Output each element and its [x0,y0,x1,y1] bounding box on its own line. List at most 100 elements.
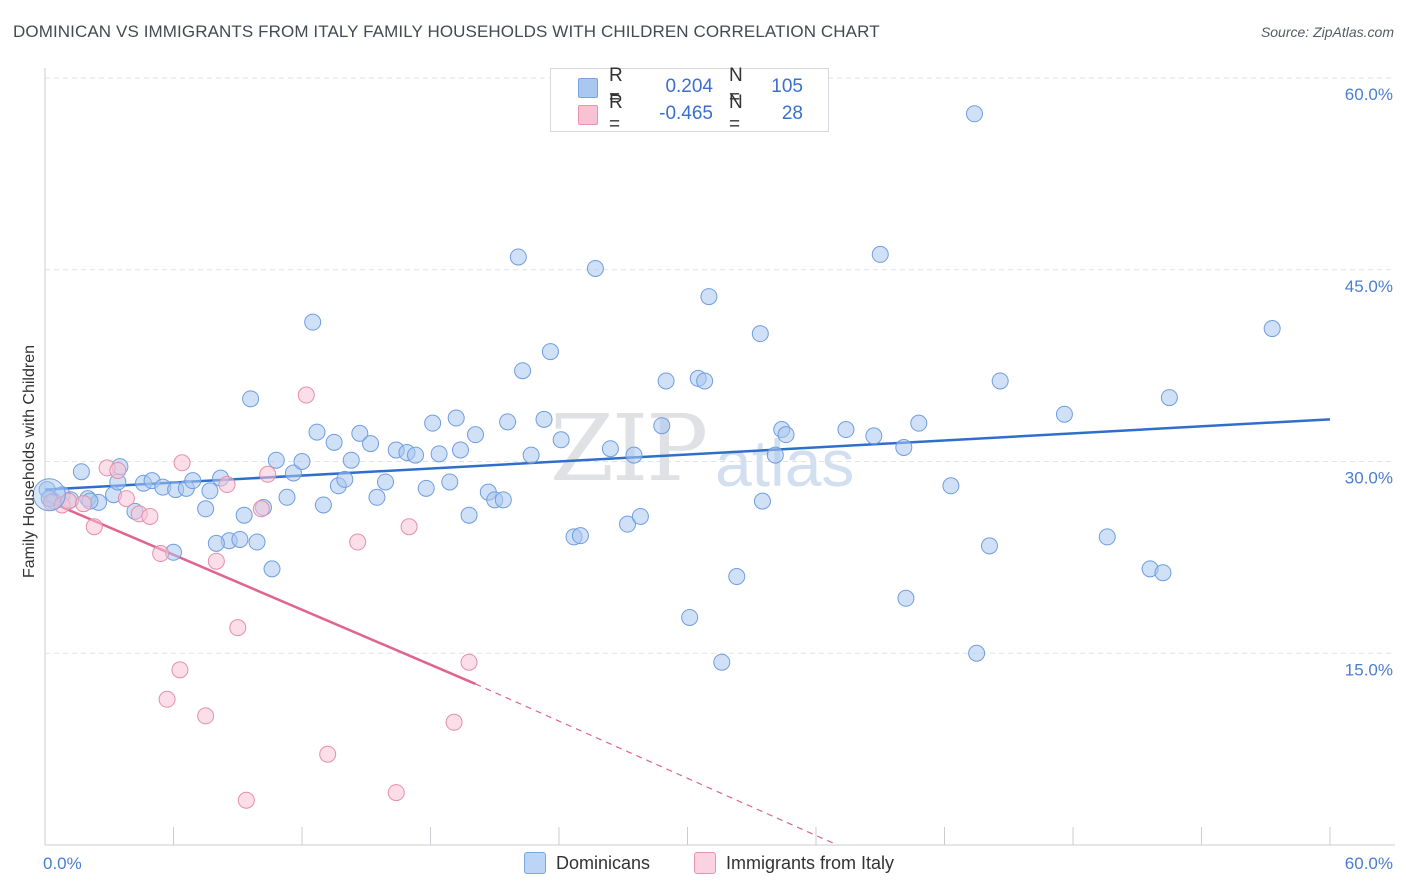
dominican-point [753,492,771,510]
dominican-point [751,325,769,343]
italy-point [207,552,225,570]
x-tick-label: 0.0% [43,854,82,873]
dominican-point [1160,389,1178,407]
trend-lines [44,418,1331,846]
dominican-point [430,445,448,463]
dominican-point [1055,405,1073,423]
italy-point [75,495,93,513]
axes [44,68,1395,846]
y-axis-label: Family Households with Children [21,345,38,578]
italy-point [237,791,255,809]
dominican-point [895,438,913,456]
legend-swatch-italy [578,105,598,125]
dominican-point [263,560,281,578]
italy-point [297,386,315,404]
dominican-point [535,410,553,428]
dominican-point [342,451,360,469]
y-tick-label: 30.0% [1345,469,1393,488]
dominican-point [653,417,671,435]
dominican-point [424,414,442,432]
dominican-point [284,464,302,482]
legend-swatch-dominicans [578,78,598,98]
grid-lines [45,77,1395,654]
italy-point [252,500,270,518]
italy-point [259,465,277,483]
dominican-point [552,431,570,449]
dominican-cluster-point [32,478,66,512]
italy-trend-extension [475,683,838,846]
dominican-point [362,435,380,453]
dominican-point [965,105,983,123]
dominican-point [601,440,619,458]
dominican-point [1098,528,1116,546]
dominican-point [278,488,296,506]
legend-n-value: 28 [781,103,803,124]
dominican-point [871,245,889,263]
dominican-point [368,488,386,506]
italy-point [229,619,247,637]
dominican-trend-line [44,418,1331,491]
dominican-point [231,530,249,548]
legend-label-dominicans: Dominicans [556,852,651,873]
italy-point [445,713,463,731]
dominican-point [991,372,1009,390]
italy-point [85,518,103,536]
dominican-point [201,482,219,500]
dominican-point [681,608,699,626]
dominican-point [248,533,266,551]
dominican-point [657,372,675,390]
dominican-point [910,414,928,432]
dominican-point [728,568,746,586]
dominican-point [441,473,459,491]
dominican-point [235,506,253,524]
series-legend: Dominicans Immigrants from Italy [0,852,1406,878]
italy-point [387,784,405,802]
dominican-point [242,390,260,408]
dominican-point [336,470,354,488]
dominican-point [499,413,517,431]
italy-point [400,518,418,536]
dominican-point [968,644,986,662]
legend-n-label: N = [729,92,743,135]
dominican-point [619,515,637,533]
dominican-point [942,477,960,495]
italy-point [197,707,215,725]
italy-point [173,454,191,472]
legend-n-label: N = [729,65,743,108]
dominican-point [777,426,795,444]
italy-point [319,745,337,763]
dominican-point [267,451,285,469]
legend-item-dominicans[interactable]: Dominicans [524,852,650,874]
dominican-point [325,433,343,451]
dominican-point [837,421,855,439]
legend-r-value: 0.204 [665,76,713,97]
dominican-point [308,423,326,441]
tick-labels: 15.0% 30.0% 45.0% 60.0% 0.0% 60.0% [43,85,1393,873]
dominican-point [207,534,225,552]
italy-point [460,653,478,671]
dominican-point [184,472,202,490]
dominican-point [625,446,643,464]
legend-r-label: R = [609,92,623,135]
italy-point [109,461,127,479]
italy-point [171,661,189,679]
dominican-point [541,343,559,361]
dominican-point [351,424,369,442]
legend-r-value: -0.465 [659,103,713,124]
dominican-point [447,409,465,427]
y-tick-label: 45.0% [1345,277,1393,296]
dominican-point [514,362,532,380]
y-tick-label: 60.0% [1345,85,1393,104]
dominican-point [865,427,883,445]
dominican-point [766,446,784,464]
dominican-point [460,506,478,524]
italy-trend-line [44,498,476,686]
legend-item-italy[interactable]: Immigrants from Italy [694,852,894,874]
stats-legend: R = 0.204 N = 105 R = -0.465 N = 28 [550,65,829,135]
italy-point [218,476,236,494]
dominican-point [293,453,311,470]
dominican-point [522,446,540,464]
dominican-point [586,259,604,277]
chart-title: DOMINICAN VS IMMIGRANTS FROM ITALY FAMIL… [13,22,880,41]
